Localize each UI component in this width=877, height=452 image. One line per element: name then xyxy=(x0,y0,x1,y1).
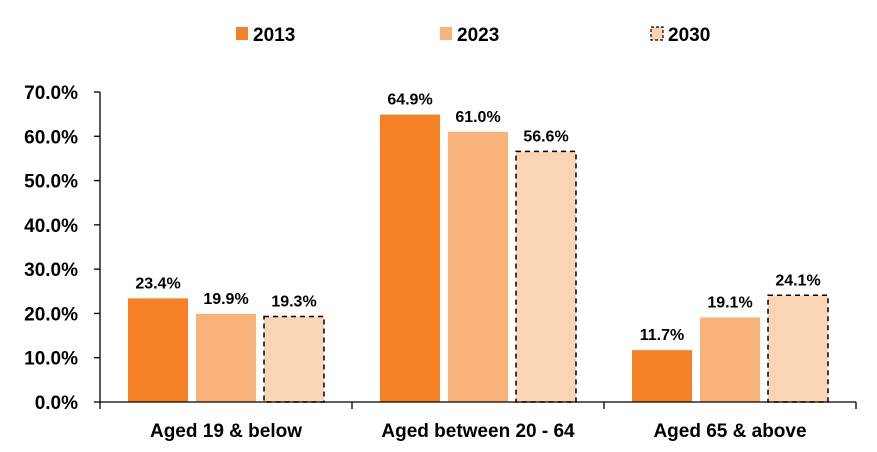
y-tick-label: 70.0% xyxy=(24,83,78,104)
y-tick-label: 0.0% xyxy=(35,393,78,414)
data-label-2023-aged-65-above: 19.1% xyxy=(707,294,752,311)
y-tick-label: 60.0% xyxy=(24,127,78,148)
x-axis: Aged 19 & below Aged between 20 - 64 Aged … xyxy=(99,401,857,442)
category-label-aged-between-20-64: Aged between 20 - 64 xyxy=(381,421,575,442)
bar-2023-aged-19-below xyxy=(196,313,256,402)
data-label-2030-aged-between-20-64: 56.6% xyxy=(523,128,568,145)
y-tick-label: 50.0% xyxy=(24,172,78,193)
data-label-2013-aged-between-20-64: 64.9% xyxy=(387,92,432,109)
data-labels: 23.4% 19.9% 19.3% 64.9% 61.0% 56.6% 11.7% 19.1%… xyxy=(135,92,820,345)
category-label-aged-19-below: Aged 19 & below xyxy=(150,421,302,442)
legend: 2013 2023 2030 xyxy=(236,25,710,46)
bar-2013-aged-65-above xyxy=(632,350,692,402)
bar-2030-aged-19-below xyxy=(263,315,325,403)
bar-2023-aged-between-20-64 xyxy=(448,131,508,402)
y-axis: 0.0% 10.0% 20.0% 30.0% 40.0% 50.0% 60.0% 70.0% xyxy=(24,83,101,414)
legend-swatch-2013 xyxy=(236,27,248,40)
bar-2030-aged-65-above xyxy=(767,294,829,403)
bar-2013-aged-between-20-64 xyxy=(380,114,440,402)
y-tick-label: 10.0% xyxy=(24,349,78,370)
y-tick-label: 20.0% xyxy=(24,304,78,325)
legend-swatch-2030 xyxy=(650,26,664,41)
data-label-2013-aged-65-above: 11.7% xyxy=(640,327,684,344)
legend-swatch-2023 xyxy=(440,27,452,40)
legend-label-2013: 2013 xyxy=(253,25,295,46)
data-label-2030-aged-65-above: 24.1% xyxy=(775,272,820,289)
y-tick-label: 40.0% xyxy=(24,216,78,237)
category-label-aged-65-above: Aged 65 & above xyxy=(653,421,806,442)
bars xyxy=(128,114,829,403)
data-label-2030-aged-19-below: 19.3% xyxy=(271,294,316,311)
data-label-2023-aged-between-20-64: 61.0% xyxy=(455,109,500,126)
bar-2023-aged-65-above xyxy=(700,317,760,402)
legend-label-2030: 2030 xyxy=(668,25,710,46)
data-label-2023-aged-19-below: 19.9% xyxy=(203,291,248,308)
bar-2013-aged-19-below xyxy=(128,298,188,402)
y-tick-label: 30.0% xyxy=(24,260,78,281)
data-label-2013-aged-19-below: 23.4% xyxy=(135,275,180,292)
bar-2030-aged-between-20-64 xyxy=(515,150,577,403)
legend-label-2023: 2023 xyxy=(457,25,499,46)
